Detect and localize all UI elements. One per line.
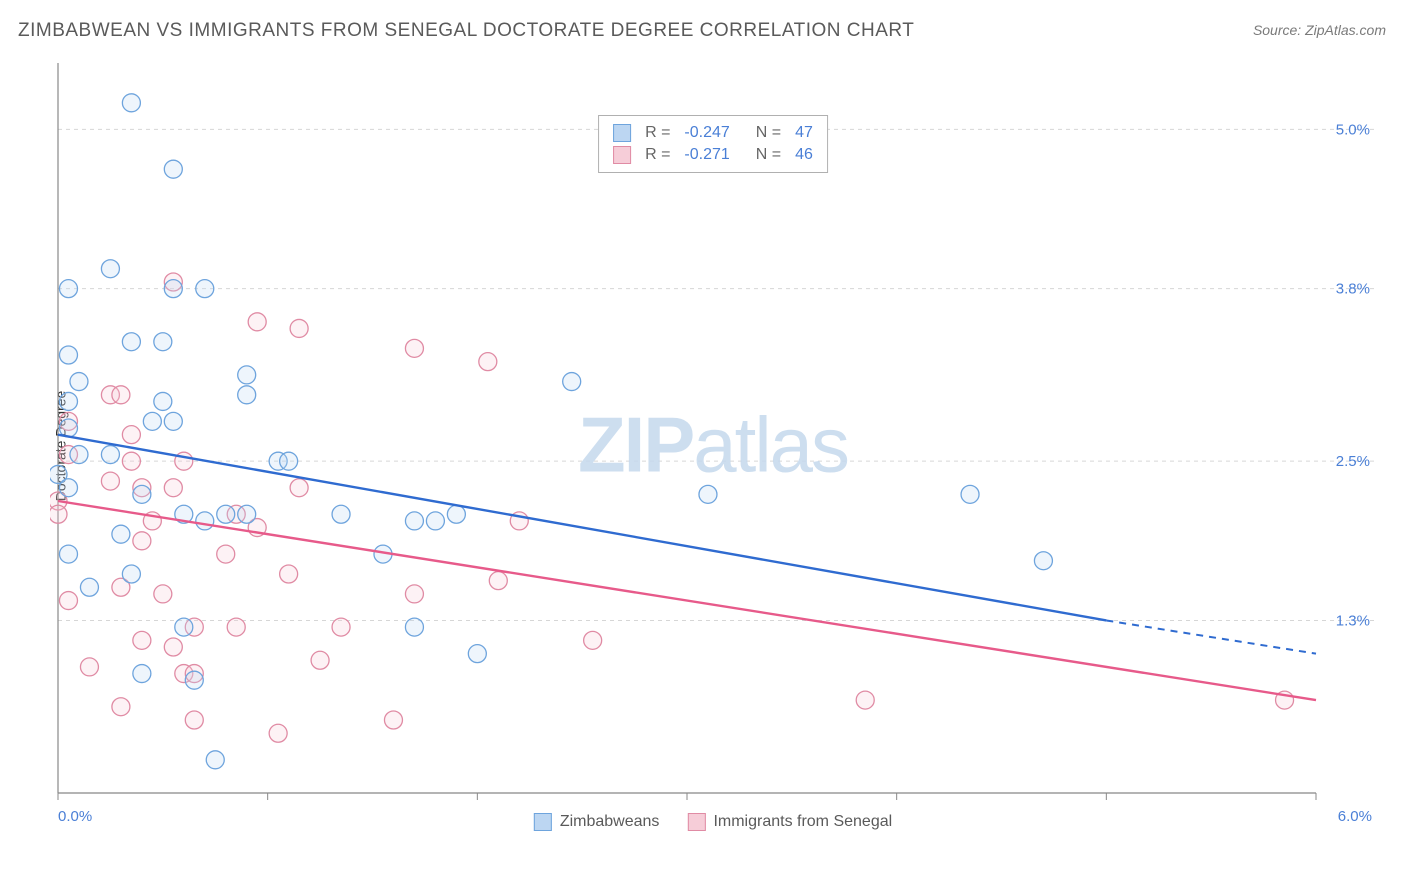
stats-legend: R = -0.247 N = 47 R = -0.271 N = 46 — [598, 115, 828, 173]
legend-item-1: Immigrants from Senegal — [687, 813, 892, 831]
svg-text:2.5%: 2.5% — [1336, 453, 1370, 470]
legend-item-0: Zimbabweans — [534, 813, 660, 831]
n-value-0: 47 — [795, 124, 813, 142]
r-value-1: -0.271 — [684, 146, 729, 164]
svg-text:0.0%: 0.0% — [58, 808, 92, 825]
svg-text:5.0%: 5.0% — [1336, 121, 1370, 138]
chart-title: ZIMBABWEAN VS IMMIGRANTS FROM SENEGAL DO… — [18, 20, 914, 42]
svg-text:1.3%: 1.3% — [1336, 612, 1370, 629]
series-legend: Zimbabweans Immigrants from Senegal — [534, 813, 892, 831]
n-label: N = — [756, 124, 781, 142]
stats-row-series-1: R = -0.271 N = 46 — [613, 144, 813, 166]
r-label: R = — [645, 124, 670, 142]
legend-label-0: Zimbabweans — [560, 813, 660, 831]
n-label: N = — [756, 146, 781, 164]
svg-text:3.8%: 3.8% — [1336, 281, 1370, 298]
swatch-series-0 — [613, 124, 631, 142]
n-value-1: 46 — [795, 146, 813, 164]
source-attribution: Source: ZipAtlas.com — [1253, 22, 1386, 38]
stats-row-series-0: R = -0.247 N = 47 — [613, 122, 813, 144]
chart-container: 1.3%2.5%3.8%5.0%0.0%6.0% ZIPatlas R = -0… — [50, 55, 1376, 835]
r-value-0: -0.247 — [684, 124, 729, 142]
swatch-legend-0 — [534, 813, 552, 831]
r-label: R = — [645, 146, 670, 164]
swatch-series-1 — [613, 146, 631, 164]
legend-label-1: Immigrants from Senegal — [713, 813, 892, 831]
svg-text:6.0%: 6.0% — [1338, 808, 1372, 825]
swatch-legend-1 — [687, 813, 705, 831]
